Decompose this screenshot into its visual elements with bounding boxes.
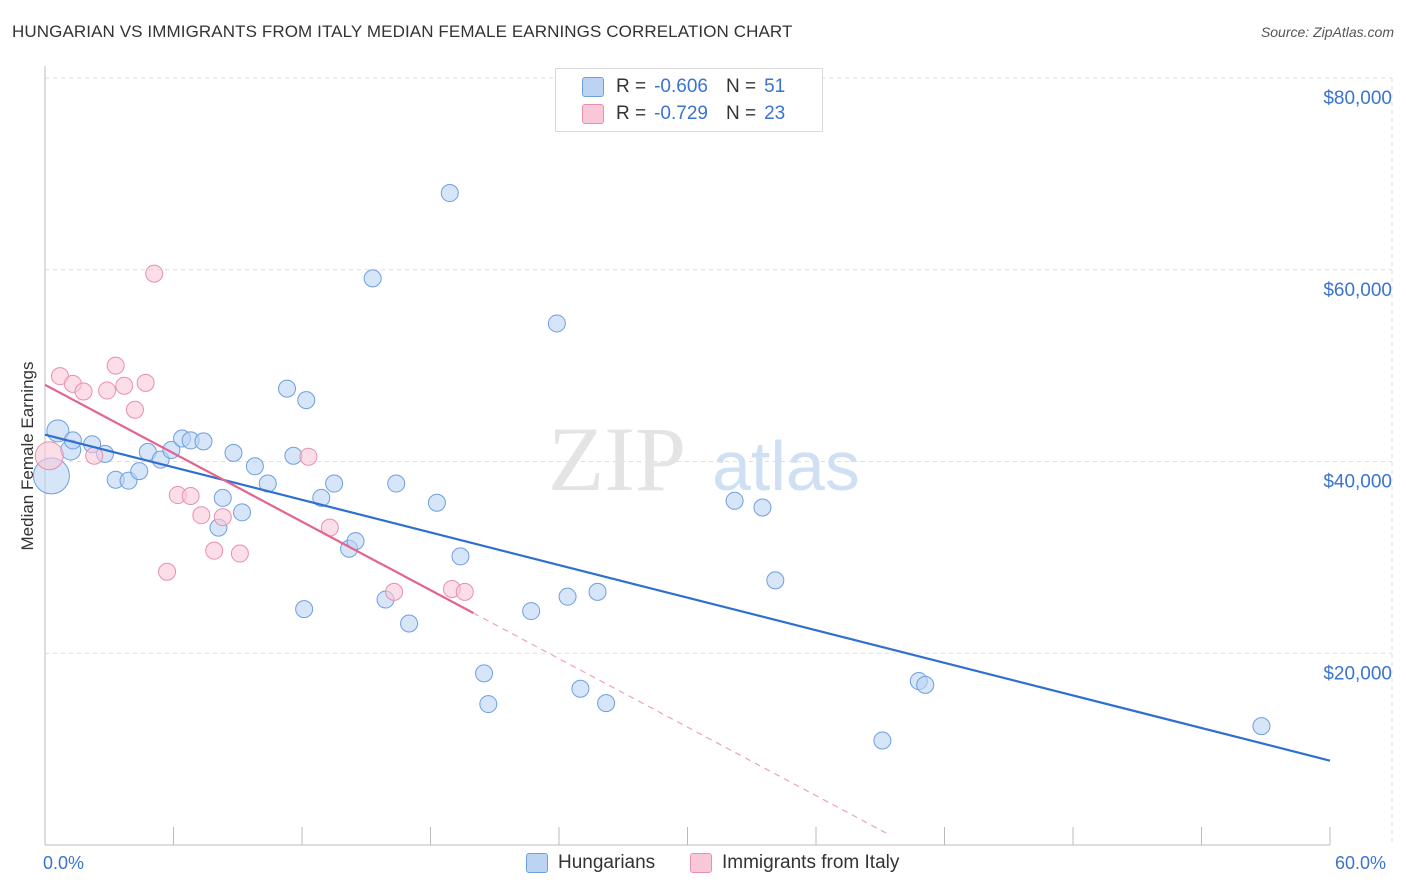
legend-row-hungarians: R = -0.606 N = 51 <box>582 74 785 100</box>
hungarian-point <box>475 664 494 683</box>
legend-r-value: -0.729 <box>654 103 708 124</box>
hungarian-point <box>295 600 314 619</box>
italy-point <box>125 400 144 419</box>
legend-r-label: R = <box>616 103 647 124</box>
legend-swatch-pink <box>582 104 604 124</box>
italy-point <box>115 376 134 395</box>
x-tick-label-max: 60.0% <box>1335 853 1387 873</box>
hungarian-point <box>725 491 744 510</box>
legend-n-value: 51 <box>764 76 786 97</box>
italy-point <box>98 381 117 400</box>
hungarian-point <box>213 488 232 507</box>
hungarian-point <box>916 675 935 694</box>
hungarian-point <box>224 443 243 462</box>
y-tick-label: $20,000 <box>1323 663 1392 684</box>
y-tick-label: $60,000 <box>1323 280 1392 301</box>
italy-point <box>230 544 249 563</box>
chart-title: HUNGARIAN VS IMMIGRANTS FROM ITALY MEDIA… <box>12 22 793 41</box>
legend-row-italy: R = -0.729 N = 23 <box>582 101 785 127</box>
hungarian-point <box>766 571 785 590</box>
italy-point <box>158 562 177 581</box>
italy-point <box>455 582 474 601</box>
italy-point <box>85 446 104 465</box>
y-tick-label: $80,000 <box>1323 88 1392 109</box>
hungarian-point <box>1252 717 1271 736</box>
hungarian-point <box>440 184 459 203</box>
x-tick-label-min: 0.0% <box>43 853 85 873</box>
hungarian-point <box>588 582 607 601</box>
italy-point <box>106 356 125 375</box>
hungarian-point <box>130 462 149 481</box>
trend-layer <box>44 383 1331 835</box>
watermark: ZIP atlas <box>548 408 860 510</box>
hungarian-point <box>427 493 446 512</box>
hungarian-point <box>312 488 331 507</box>
bottom-legend-italy: Immigrants from Italy <box>690 852 899 874</box>
hungarian-point <box>753 498 772 517</box>
italy-trendline <box>44 383 474 614</box>
italy-point <box>34 441 64 471</box>
legend-n-value: 23 <box>764 103 786 124</box>
italy-point <box>136 373 155 392</box>
bottom-legend-swatch-blue <box>526 853 548 873</box>
legend-n-label: N = <box>725 103 757 124</box>
bottom-legend-hungarians: Hungarians <box>526 852 655 874</box>
hungarian-point <box>547 314 566 333</box>
hungarian-point <box>278 379 297 398</box>
italy-point <box>299 447 318 466</box>
hungarian-point <box>245 457 264 476</box>
hungarian-point <box>558 587 577 606</box>
italy-point <box>192 506 211 525</box>
italy-point <box>74 382 93 401</box>
hungarian-point <box>479 695 498 714</box>
hungarian-point <box>363 269 382 288</box>
legend-r-label: R = <box>616 76 647 97</box>
bottom-legend-label: Immigrants from Italy <box>722 852 900 873</box>
hungarian-point <box>325 474 344 493</box>
hungarian-point <box>284 446 303 465</box>
watermark-atlas: atlas <box>712 427 860 505</box>
watermark-zip: ZIP <box>548 408 686 510</box>
hungarians-trendline <box>44 433 1331 762</box>
hungarian-point <box>597 694 616 713</box>
legend-r-value: -0.606 <box>654 76 708 97</box>
hungarian-point <box>400 614 419 633</box>
hungarian-point <box>451 547 470 566</box>
source-label: Source: ZipAtlas.com <box>1260 24 1394 40</box>
correlation-legend: R = -0.606 N = 51 R = -0.729 N = 23 <box>555 68 823 132</box>
y-tick-labels: $20,000 $40,000 $60,000 $80,000 <box>1323 88 1392 684</box>
hungarian-point <box>387 474 406 493</box>
y-tick-label: $40,000 <box>1323 472 1392 493</box>
bottom-legend-swatch-pink <box>690 853 712 873</box>
italy-point <box>145 264 164 283</box>
hungarian-point <box>297 391 316 410</box>
hungarian-point <box>873 731 892 750</box>
y-axis-label: Median Female Earnings <box>18 361 37 551</box>
hungarian-point <box>233 503 252 522</box>
italy-point <box>205 541 224 560</box>
italy-point <box>213 508 232 527</box>
legend-swatch-blue <box>582 77 604 97</box>
hungarian-point <box>522 602 541 621</box>
bottom-legend-label: Hungarians <box>558 852 656 873</box>
hungarian-point <box>194 432 213 451</box>
hungarian-point <box>571 679 590 698</box>
italy-trendline-extension <box>473 612 890 835</box>
legend-n-label: N = <box>725 76 757 97</box>
italy-point <box>181 487 200 506</box>
italy-point <box>385 582 404 601</box>
